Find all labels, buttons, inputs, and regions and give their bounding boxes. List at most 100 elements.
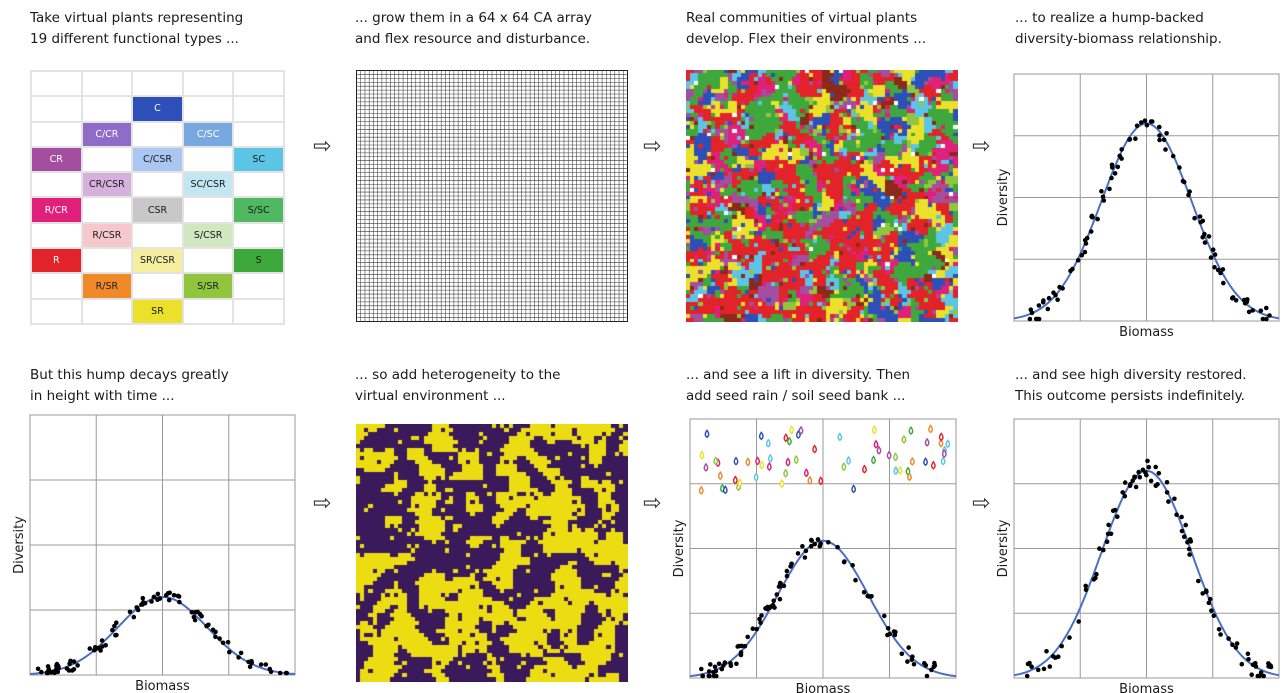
data-point bbox=[722, 660, 728, 665]
data-point bbox=[1130, 478, 1135, 483]
data-point bbox=[739, 643, 744, 649]
data-point bbox=[1122, 493, 1128, 499]
caption-line: ... and see high diversity restored. bbox=[1015, 367, 1247, 383]
data-point bbox=[199, 613, 204, 619]
data-point bbox=[1024, 673, 1030, 679]
data-point bbox=[1156, 471, 1162, 476]
data-point bbox=[802, 555, 808, 560]
data-point bbox=[1095, 216, 1100, 222]
data-point bbox=[1187, 552, 1192, 557]
data-point bbox=[1047, 664, 1053, 669]
data-point bbox=[44, 670, 50, 676]
empty-cell bbox=[31, 222, 82, 249]
seed-icon bbox=[779, 478, 785, 488]
data-point bbox=[1233, 645, 1239, 650]
data-point bbox=[1045, 306, 1051, 312]
seed-icon bbox=[893, 466, 899, 476]
data-point bbox=[1157, 137, 1162, 143]
functional-type-cell: R bbox=[31, 248, 82, 274]
data-point bbox=[708, 662, 713, 667]
data-point bbox=[1174, 512, 1179, 517]
data-point bbox=[114, 632, 119, 638]
empty-cell bbox=[182, 298, 234, 324]
data-point bbox=[835, 544, 840, 550]
data-point bbox=[728, 663, 734, 669]
seed-icon bbox=[745, 457, 751, 467]
seed-icon bbox=[837, 432, 843, 442]
x-axis-label: Biomass bbox=[1119, 682, 1174, 693]
community-map bbox=[686, 70, 958, 322]
empty-cell bbox=[81, 96, 133, 122]
x-axis-label: Biomass bbox=[1119, 325, 1174, 340]
seed-icon bbox=[703, 462, 709, 472]
data-point bbox=[1133, 484, 1139, 490]
seed-icon bbox=[753, 472, 759, 482]
data-point bbox=[809, 537, 814, 543]
seed-icon bbox=[886, 450, 892, 460]
data-point bbox=[1119, 147, 1124, 152]
data-point bbox=[1211, 613, 1217, 618]
data-point bbox=[1170, 153, 1176, 159]
decayed-chart: Biomass Diversity bbox=[12, 414, 296, 693]
seed-icon bbox=[862, 464, 867, 474]
data-point bbox=[763, 606, 768, 611]
data-point bbox=[1197, 214, 1203, 219]
caption-hump: ... to realize a hump-backed diversity-bi… bbox=[1015, 8, 1222, 50]
seed-icon bbox=[789, 425, 795, 435]
data-point bbox=[1136, 469, 1141, 475]
data-point bbox=[225, 639, 231, 645]
data-point bbox=[1029, 664, 1034, 669]
data-point bbox=[1083, 587, 1089, 593]
data-point bbox=[71, 659, 77, 664]
data-point bbox=[114, 620, 119, 625]
data-point bbox=[1164, 490, 1170, 495]
empty-cell bbox=[81, 197, 133, 223]
y-axis-label: Diversity bbox=[996, 168, 1011, 226]
y-axis-label: Diversity bbox=[996, 519, 1011, 577]
data-point bbox=[922, 661, 927, 666]
data-point bbox=[707, 673, 712, 679]
data-point bbox=[842, 559, 847, 564]
data-point bbox=[277, 670, 283, 676]
data-point bbox=[1059, 643, 1064, 649]
data-point bbox=[227, 649, 232, 655]
data-point bbox=[1209, 608, 1214, 613]
data-point bbox=[1258, 308, 1264, 313]
seed-icon bbox=[851, 484, 857, 494]
data-point bbox=[249, 658, 254, 664]
data-point bbox=[1142, 118, 1148, 123]
data-point bbox=[45, 664, 51, 669]
data-point bbox=[931, 664, 937, 670]
seed-icon bbox=[923, 457, 928, 467]
data-point bbox=[217, 636, 222, 641]
empty-cell bbox=[81, 71, 133, 97]
data-point bbox=[127, 609, 133, 615]
seed-icon bbox=[897, 465, 903, 475]
seed-icon bbox=[803, 468, 809, 478]
data-point bbox=[932, 660, 937, 666]
data-point bbox=[238, 650, 244, 656]
seed-icon bbox=[876, 445, 882, 455]
data-point bbox=[49, 670, 54, 675]
seed-icon bbox=[909, 456, 915, 466]
data-point bbox=[1107, 186, 1112, 192]
data-point bbox=[1108, 531, 1114, 537]
data-point bbox=[1120, 490, 1125, 495]
data-point bbox=[1177, 165, 1182, 170]
data-point bbox=[777, 596, 783, 602]
data-point bbox=[1067, 635, 1072, 640]
data-point bbox=[1202, 240, 1208, 245]
data-point bbox=[850, 563, 855, 568]
data-point bbox=[719, 666, 725, 672]
data-point bbox=[1144, 122, 1150, 128]
empty-cell bbox=[132, 121, 183, 147]
data-point bbox=[1208, 255, 1214, 260]
caption-line: virtual environment ... bbox=[355, 388, 506, 404]
data-point bbox=[714, 673, 719, 679]
data-point bbox=[1233, 298, 1239, 303]
data-point bbox=[784, 568, 790, 574]
data-point bbox=[1089, 213, 1095, 219]
caption-line: develop. Flex their environments ... bbox=[686, 31, 927, 47]
data-point bbox=[1218, 632, 1223, 637]
data-point bbox=[1157, 124, 1162, 130]
